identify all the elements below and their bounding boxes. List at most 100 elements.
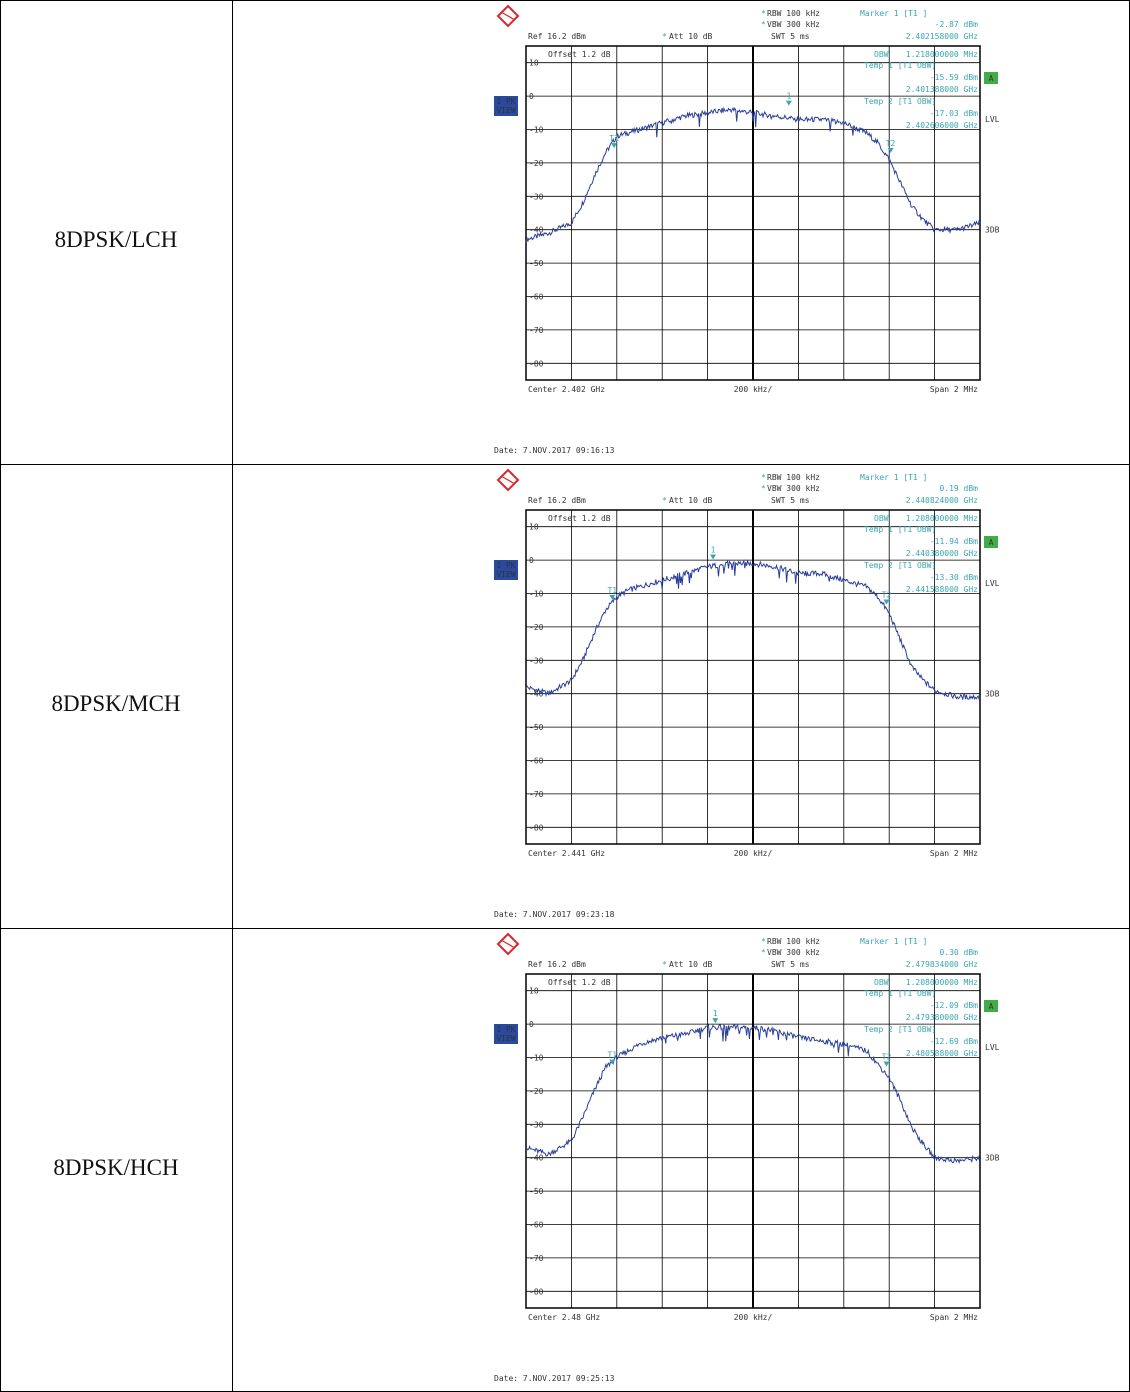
span-label: Span 2 MHz (930, 385, 978, 394)
marker-1 (710, 554, 717, 560)
rbw-label: RBW 100 kHz (767, 9, 820, 18)
obw-label: OBW (874, 50, 889, 59)
offset-label: Offset 1.2 dB (548, 514, 611, 523)
marker-t2 (887, 147, 894, 153)
y-tick-label: -50 (529, 723, 544, 732)
y-tick-label: 10 (529, 523, 539, 532)
rs-logo (496, 932, 520, 956)
temp1-freq: 2.479380000 GHz (906, 1013, 978, 1022)
y-tick-label: -60 (529, 757, 544, 766)
spectrum-plot-lch: * RBW 100 kHz * VBW 300 kHz SWT 5 ms Ref 16.2… (490, 0, 1130, 464)
ref-label: Ref 16.2 dBm (528, 960, 586, 969)
div-label: 200 kHz/ (734, 1313, 773, 1322)
marker-label-t1: T1 (607, 1050, 617, 1059)
rbw-star: * (761, 473, 766, 482)
a-tag-label: A (989, 1002, 994, 1011)
temp2-level: -17.03 dBm (930, 109, 978, 118)
att-label: Att 10 dB (669, 496, 713, 505)
temp1-freq: 2.401388000 GHz (906, 85, 978, 94)
rbw-star: * (761, 937, 766, 946)
div-label: 200 kHz/ (734, 849, 773, 858)
vbw-star: * (761, 484, 766, 493)
marker-label-t1: T1 (607, 586, 617, 595)
lvl-tag: LVL (985, 1043, 1000, 1052)
date-label: Date: 7.NOV.2017 09:23:18 (494, 910, 615, 919)
obw-label: OBW (874, 514, 889, 523)
row-label-lch: 8DPSK/LCH (54, 227, 178, 252)
vbw-label: VBW 300 kHz (767, 948, 820, 957)
swt-label: SWT 5 ms (771, 496, 810, 505)
center-label: Center 2.48 GHz (528, 1313, 600, 1322)
temp2-freq: 2.402606000 GHz (906, 121, 978, 130)
att-label: Att 10 dB (669, 32, 713, 41)
row-label-mch: 8DPSK/MCH (51, 691, 181, 716)
marker-label-t1: T1 (609, 134, 619, 143)
temp1-level: -11.94 dBm (930, 537, 978, 546)
temp1-level: -12.09 dBm (930, 1001, 978, 1010)
y-tick-label: 10 (529, 59, 539, 68)
rbw-star: * (761, 9, 766, 18)
temp2-level: -12.69 dBm (930, 1037, 978, 1046)
marker-title: Marker 1 [T1 ] (860, 937, 927, 946)
trace-tag-line1: 1 PK (496, 1025, 515, 1034)
obw-value: 1.208000000 MHz (906, 514, 978, 523)
y-tick-label: 0 (529, 556, 534, 565)
marker-title: Marker 1 [T1 ] (860, 9, 927, 18)
rbw-label: RBW 100 kHz (767, 473, 820, 482)
trace-line (525, 106, 981, 243)
marker-t1 (609, 594, 616, 600)
att-label: Att 10 dB (669, 960, 713, 969)
marker-1 (712, 1018, 719, 1024)
table-border-row2 (0, 928, 1130, 929)
att-star: * (662, 32, 667, 41)
y-tick-label: -20 (529, 623, 544, 632)
marker-label-t2: T2 (882, 1052, 892, 1061)
temp1-label: Temp 1 [T1 OBW] (864, 525, 936, 534)
vbw-label: VBW 300 kHz (767, 20, 820, 29)
a-tag-label: A (989, 74, 994, 83)
marker-freq: 2.440824000 GHz (906, 496, 978, 505)
temp2-label: Temp 2 [T1 OBW] (864, 1025, 936, 1034)
table-border-mid (232, 0, 233, 1392)
y-tick-label: -60 (529, 293, 544, 302)
att-star: * (662, 960, 667, 969)
trace-tag (494, 96, 518, 116)
y-tick-label: -70 (529, 1254, 544, 1263)
spectrum-plot-hch: * RBW 100 kHz * VBW 300 kHz SWT 5 ms Ref 16.2… (490, 928, 1130, 1392)
att-star: * (662, 496, 667, 505)
marker-label-1: 1 (786, 92, 791, 101)
temp2-label: Temp 2 [T1 OBW] (864, 97, 936, 106)
trace-tag-line2: VIEW (496, 1034, 515, 1043)
marker-title: Marker 1 [T1 ] (860, 473, 927, 482)
y-tick-label: -50 (529, 259, 544, 268)
temp2-label: Temp 2 [T1 OBW] (864, 561, 936, 570)
trace-tag (494, 560, 518, 580)
y-tick-label: -80 (529, 1287, 544, 1296)
y-tick-label: -30 (529, 1120, 544, 1129)
temp1-freq: 2.440380000 GHz (906, 549, 978, 558)
span-label: Span 2 MHz (930, 1313, 978, 1322)
date-label: Date: 7.NOV.2017 09:25:13 (494, 1374, 615, 1383)
marker-level: 0.30 dBm (939, 948, 978, 957)
y-tick-label: 0 (529, 92, 534, 101)
trace-line (526, 1023, 981, 1165)
vbw-star: * (761, 948, 766, 957)
db3-tag: 3DB (985, 690, 1000, 699)
marker-t1 (609, 1059, 616, 1065)
center-label: Center 2.441 GHz (528, 849, 605, 858)
temp1-level: -15.59 dBm (930, 73, 978, 82)
y-tick-label: -40 (529, 1154, 544, 1163)
a-tag (984, 72, 998, 84)
vbw-star: * (761, 20, 766, 29)
y-tick-label: -40 (529, 690, 544, 699)
y-tick-label: -30 (529, 656, 544, 665)
ref-label: Ref 16.2 dBm (528, 496, 586, 505)
a-tag-label: A (989, 538, 994, 547)
span-label: Span 2 MHz (930, 849, 978, 858)
y-tick-label: -50 (529, 1187, 544, 1196)
center-label: Center 2.402 GHz (528, 385, 605, 394)
marker-t1 (611, 143, 618, 149)
offset-label: Offset 1.2 dB (548, 978, 611, 987)
